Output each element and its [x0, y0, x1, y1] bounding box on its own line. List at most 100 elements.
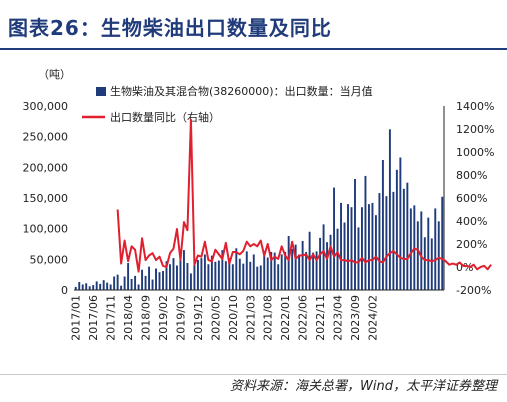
bar-export-volume [99, 283, 102, 290]
x-axis-tick-label: 2023/04 [332, 295, 345, 341]
bar-export-volume [81, 284, 84, 290]
bar-export-volume [172, 258, 175, 290]
bar-export-volume [301, 240, 304, 290]
bar-export-volume [364, 175, 367, 290]
left-axis-tick-label: 50,000 [30, 253, 69, 266]
bar-export-volume [350, 207, 353, 290]
bar-export-volume [196, 259, 199, 290]
bar-export-volume [329, 234, 332, 290]
right-axis-tick-label: 1400% [456, 100, 494, 113]
x-axis-tick-label: 2024/02 [366, 295, 379, 341]
bar-export-volume [437, 221, 440, 290]
x-axis-tick-label: 2017/01 [70, 295, 83, 341]
bar-export-volume [214, 261, 217, 290]
bar-export-volume [367, 204, 370, 290]
bar-export-volume [347, 204, 349, 290]
source-note: 资料来源：海关总署，Wind，太平洋证券整理 [230, 379, 497, 394]
x-axis-tick-label: 2018/09 [140, 295, 153, 341]
legend-bar-swatch [96, 87, 106, 96]
bar-export-volume [200, 258, 203, 290]
bar-export-volume [259, 265, 262, 290]
line-yoy-growth [116, 118, 492, 273]
left-axis-tick-label: 200,000 [23, 161, 69, 174]
right-axis-tick-label: 400% [456, 215, 487, 228]
page-title: 图表26：生物柴油出口数量及同比 [8, 16, 332, 40]
bar-export-volume [231, 264, 234, 290]
bar-export-volume [141, 269, 144, 290]
bar-export-volume [228, 258, 231, 290]
left-axis-tick-label: 250,000 [23, 131, 69, 144]
x-axis-tick-label: 2023/09 [349, 295, 362, 341]
x-axis-tick-label: 2020/10 [227, 295, 240, 341]
bar-export-volume [120, 285, 123, 290]
bar-export-volume [169, 264, 171, 290]
bar-export-volume [280, 254, 283, 290]
bar-export-volume [102, 280, 105, 290]
bar-export-volume [189, 273, 192, 290]
bar-export-volume [217, 260, 220, 290]
bar-export-volume [392, 191, 395, 290]
bar-export-volume [88, 286, 91, 290]
bar-export-volume [116, 274, 119, 290]
left-axis-tick-label: 300,000 [23, 100, 69, 113]
bar-export-volume [284, 251, 287, 290]
bar-export-volume [291, 248, 294, 290]
bar-export-volume [148, 266, 151, 290]
bar-export-volume [273, 252, 276, 290]
bar-export-volume [130, 278, 133, 290]
bar-export-volume [85, 283, 88, 290]
bar-export-volume [277, 264, 280, 290]
bar-export-volume [78, 282, 81, 290]
bar-export-volume [354, 178, 356, 290]
x-axis-tick-label: 2019/02 [157, 295, 170, 341]
bar-export-volume [409, 208, 412, 290]
bar-export-volume [430, 238, 433, 290]
right-axis-tick-label: 1000% [456, 146, 494, 159]
right-axis-tick-label: -200% [456, 284, 491, 297]
bar-export-volume [381, 159, 384, 290]
bar-export-volume [336, 228, 339, 290]
left-axis-tick-label: 100,000 [23, 223, 69, 236]
bar-export-volume [395, 169, 398, 290]
bar-export-volume [137, 284, 140, 290]
bar-export-volume [322, 224, 325, 290]
bar-export-volume [319, 237, 322, 290]
bar-export-volume [74, 286, 77, 290]
bar-export-volume [420, 211, 423, 290]
x-axis-tick-label: 2022/06 [297, 295, 310, 341]
bar-export-volume [238, 258, 241, 290]
x-axis-tick-label: 2019/12 [192, 295, 205, 341]
bar-export-volume [123, 276, 126, 290]
bar-export-volume [416, 221, 419, 290]
source-divider [0, 374, 507, 375]
bar-export-volume [109, 284, 112, 290]
bar-export-volume [134, 275, 137, 290]
bar-export-volume [406, 182, 409, 290]
bar-export-volume [158, 272, 161, 290]
bar-export-volume [374, 215, 377, 290]
bar-export-volume [305, 251, 308, 290]
x-axis-tick-label: 2021/08 [262, 295, 275, 341]
right-axis-tick-label: 800% [456, 169, 487, 182]
bar-export-volume [92, 285, 95, 290]
legend-line-label: 出口数量同比（右轴） [110, 110, 220, 124]
bar-export-volume [312, 252, 315, 290]
bar-export-volume [127, 263, 130, 290]
x-axis-tick-label: 2018/04 [122, 295, 135, 341]
bar-export-volume [235, 248, 238, 290]
bar-export-volume [221, 250, 224, 290]
legend-bar-label: 生物柴油及其混合物(38260000)：出口数量：当月值 [110, 84, 373, 98]
left-axis-unit: （吨） [38, 68, 71, 81]
bar-export-volume [298, 254, 301, 290]
bar-export-volume [151, 279, 154, 290]
x-axis-tick-label: 2019/07 [174, 295, 187, 341]
bar-export-volume [399, 157, 402, 290]
bar-export-volume [371, 202, 374, 290]
bar-export-volume [357, 227, 360, 290]
bar-export-volume [340, 202, 342, 290]
bar-export-volume [343, 222, 346, 290]
right-axis-tick-label: 600% [456, 192, 487, 205]
bar-export-volume [193, 264, 196, 290]
x-axis-tick-label: 2020/05 [209, 295, 222, 341]
bar-export-volume [203, 254, 206, 290]
